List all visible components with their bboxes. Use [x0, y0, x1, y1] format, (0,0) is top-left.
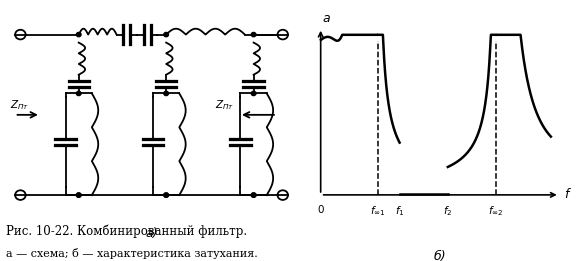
Circle shape — [164, 193, 168, 197]
Circle shape — [251, 91, 256, 96]
Circle shape — [164, 193, 168, 197]
Circle shape — [76, 193, 81, 197]
Circle shape — [164, 91, 168, 96]
Circle shape — [164, 32, 168, 37]
Text: а — схема; б — характеристика затухания.: а — схема; б — характеристика затухания. — [6, 248, 258, 259]
Text: Рис. 10-22. Комбинированный фильтр.: Рис. 10-22. Комбинированный фильтр. — [6, 224, 247, 238]
Circle shape — [251, 193, 256, 197]
Text: a: a — [323, 12, 331, 25]
Circle shape — [251, 32, 256, 37]
Text: 0: 0 — [317, 205, 324, 215]
Text: $Z_{Пт}$: $Z_{Пт}$ — [10, 98, 29, 112]
Text: а): а) — [145, 227, 158, 240]
Text: $Z_{Пт}$: $Z_{Пт}$ — [216, 98, 234, 112]
Text: $f_1$: $f_1$ — [395, 205, 405, 218]
Text: $f_{\infty 1}$: $f_{\infty 1}$ — [370, 205, 385, 218]
Circle shape — [76, 32, 81, 37]
Circle shape — [251, 193, 256, 197]
Text: f: f — [564, 188, 568, 201]
Circle shape — [76, 193, 81, 197]
Circle shape — [76, 91, 81, 96]
Text: б): б) — [434, 250, 447, 261]
Text: $f_{\infty 2}$: $f_{\infty 2}$ — [489, 205, 504, 218]
Text: $f_2$: $f_2$ — [443, 205, 452, 218]
